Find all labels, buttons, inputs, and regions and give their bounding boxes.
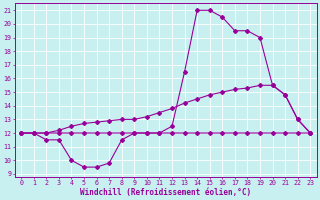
X-axis label: Windchill (Refroidissement éolien,°C): Windchill (Refroidissement éolien,°C) <box>80 188 251 197</box>
